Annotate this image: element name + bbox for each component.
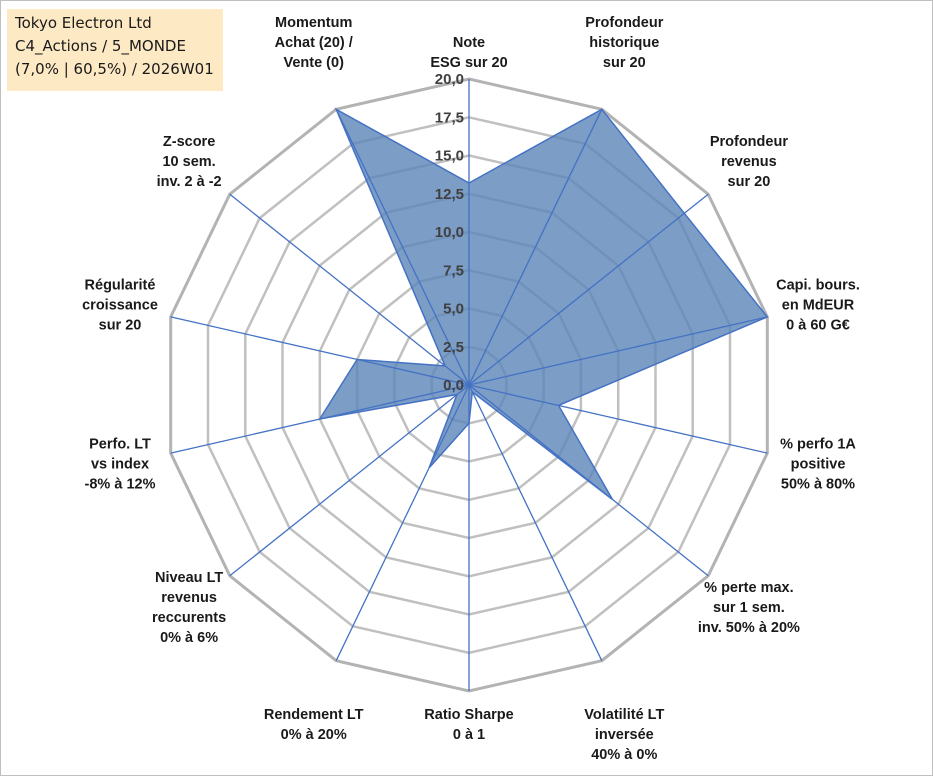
axis-label-line: sur 20	[728, 174, 771, 190]
axis-label: Note ESG sur 20	[430, 35, 507, 71]
axis-label: Niveau LT revenus reccurents 0% à 6%	[152, 570, 226, 646]
axis-label-line: Note	[453, 35, 485, 51]
radial-tick-label: 15,0	[435, 148, 464, 165]
axis-label: Profondeur revenus sur 20	[710, 134, 788, 190]
axis-label-line: Profondeur	[710, 134, 788, 150]
radial-tick-label: 5,0	[443, 301, 464, 318]
axis-label: Volatilité LT inversée 40% à 0%	[584, 707, 664, 763]
axis-label-line: Vente (0)	[283, 55, 344, 71]
axis-label-line: Profondeur	[585, 15, 663, 31]
axis-label-line: historique	[589, 35, 659, 51]
radial-tick-label: 7,5	[443, 262, 464, 279]
axis-label-line: revenus	[161, 590, 217, 606]
axis-label-line: 0 à 60 G€	[786, 317, 850, 333]
axis-label-line: Momentum	[275, 15, 352, 31]
axis-label-line: 0% à 6%	[160, 630, 218, 646]
axis-spoke	[170, 316, 470, 386]
axis-spoke	[229, 193, 470, 386]
axis-label-line: sur 20	[99, 317, 142, 333]
axis-label-line: inv. 2 à -2	[157, 174, 222, 190]
axis-label-line: ESG sur 20	[430, 55, 507, 71]
axis-label-line: Perfo. LT	[89, 437, 151, 453]
axis-label-line: Capi. bours.	[776, 277, 860, 293]
axis-label-line: revenus	[721, 154, 777, 170]
axis-spoke	[170, 384, 470, 454]
axis-spoke	[335, 109, 470, 386]
axis-spoke	[229, 384, 470, 577]
axis-label-line: Volatilité LT	[584, 707, 664, 723]
axis-label-line: % perte max.	[704, 580, 793, 596]
radial-tick-label: 10,0	[435, 224, 464, 241]
radial-tick-label: 17,5	[435, 109, 464, 126]
axis-label-line: Ratio Sharpe	[424, 707, 513, 723]
axis-label-line: Niveau LT	[155, 570, 223, 586]
radial-tick-label: 20,0	[435, 71, 464, 88]
axis-label-line: inv. 50% à 20%	[698, 620, 800, 636]
info-period: (7,0% | 60,5%) / 2026W01	[15, 60, 214, 78]
axis-label: Capi. bours. en MdEUR 0 à 60 G€	[776, 277, 860, 333]
axis-label-line: en MdEUR	[782, 297, 855, 313]
axis-spoke	[468, 109, 603, 386]
axis-label-line: 10 sem.	[162, 154, 215, 170]
axis-label: Perfo. LT vs index -8% à 12%	[85, 437, 156, 493]
axis-label: Ratio Sharpe 0 à 1	[424, 707, 513, 743]
axis-label-line: inversée	[595, 727, 654, 743]
axis-label: % perte max. sur 1 sem. inv. 50% à 20%	[698, 580, 800, 636]
axis-label-line: % perfo 1A	[780, 437, 856, 453]
radial-tick-label: 2,5	[443, 339, 464, 356]
axis-spoke	[468, 384, 768, 454]
axis-label: % perfo 1A positive 50% à 80%	[780, 437, 856, 493]
axis-label-line: 50% à 80%	[781, 477, 855, 493]
axis-label: Régularité croissance sur 20	[82, 277, 158, 333]
axis-label: Profondeur historique sur 20	[585, 15, 663, 71]
axis-label-line: croissance	[82, 297, 158, 313]
axis-label-line: -8% à 12%	[85, 477, 156, 493]
axis-label-line: Achat (20) /	[275, 35, 353, 51]
axis-label-line: 40% à 0%	[591, 747, 657, 763]
axis-label: Momentum Achat (20) / Vente (0)	[275, 15, 353, 71]
axis-label: Rendement LT 0% à 20%	[264, 707, 364, 743]
axis-spoke	[468, 384, 603, 661]
series-area	[318, 107, 769, 501]
info-box: Tokyo Electron Ltd C4_Actions / 5_MONDE …	[7, 9, 223, 91]
axis-label-line: vs index	[91, 457, 149, 473]
axis-label-line: sur 1 sem.	[713, 600, 785, 616]
radial-tick-label: 0,0	[443, 377, 464, 394]
axis-spoke	[468, 193, 709, 386]
axis-label-line: sur 20	[603, 55, 646, 71]
axis-label-line: reccurents	[152, 610, 226, 626]
axis-spoke	[468, 316, 768, 386]
axis-spoke	[335, 384, 470, 661]
info-portfolio: C4_Actions / 5_MONDE	[15, 37, 186, 55]
axis-label-line: Régularité	[85, 277, 156, 293]
axis-label-line: positive	[791, 457, 846, 473]
radial-tick-label: 12,5	[435, 186, 464, 203]
axis-label-line: 0 à 1	[453, 727, 485, 743]
axis-label: Z-score 10 sem. inv. 2 à -2	[157, 134, 222, 190]
axis-label-line: Z-score	[163, 134, 215, 150]
axis-label-line: 0% à 20%	[281, 727, 347, 743]
info-company: Tokyo Electron Ltd	[15, 14, 152, 32]
axis-label-line: Rendement LT	[264, 707, 364, 723]
axis-spoke	[468, 384, 709, 577]
